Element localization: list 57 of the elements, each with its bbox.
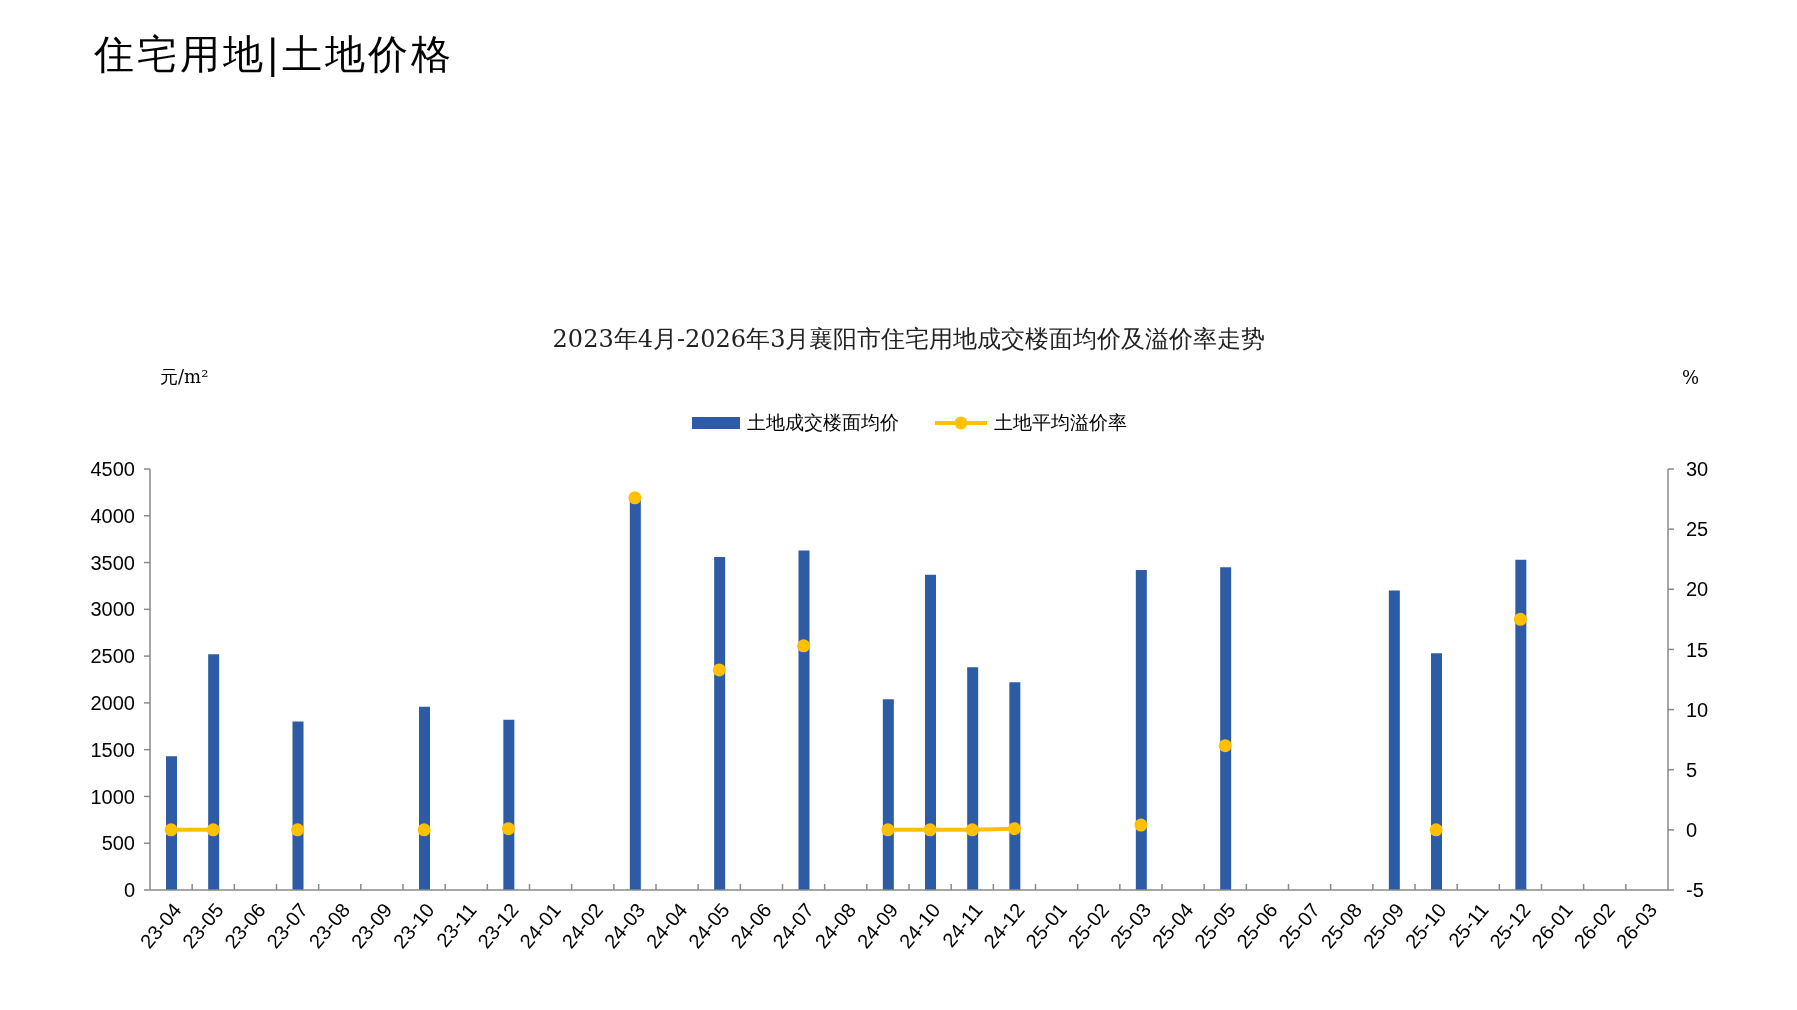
y-tick-label: 500 xyxy=(101,832,135,855)
point xyxy=(881,823,895,837)
point xyxy=(501,822,515,836)
y-tick-label: 1000 xyxy=(90,785,135,808)
bar xyxy=(1388,590,1400,890)
y-tick-label: 4500 xyxy=(90,458,135,481)
chart-title: 住宅用地|土地价格 xyxy=(94,30,455,78)
y2-tick-label: 5 xyxy=(1686,758,1698,781)
point xyxy=(712,663,726,677)
y2-tick-label: 10 xyxy=(1686,698,1709,721)
point xyxy=(923,823,937,837)
y-tick-label: 3500 xyxy=(90,551,135,574)
point xyxy=(206,823,220,837)
y2-tick-label: 15 xyxy=(1686,638,1709,661)
bar xyxy=(1135,570,1147,890)
y-tick-label: 2000 xyxy=(90,691,135,714)
point xyxy=(164,823,178,837)
bar xyxy=(714,556,726,890)
y-tick-label: 1500 xyxy=(90,738,135,761)
point xyxy=(291,823,305,837)
point xyxy=(1513,612,1527,626)
point xyxy=(417,823,431,837)
point xyxy=(1007,822,1021,836)
legend-label: 土地成交楼面均价 xyxy=(746,410,899,435)
point xyxy=(1218,739,1232,753)
bar xyxy=(292,721,304,890)
point xyxy=(797,639,811,653)
bar xyxy=(419,706,430,890)
point xyxy=(1134,818,1148,832)
y-axis-title: 元/m² xyxy=(160,366,209,388)
point xyxy=(1429,823,1443,837)
y2-tick-label: 25 xyxy=(1686,518,1709,541)
bar xyxy=(882,699,894,890)
y2-tick-label: 20 xyxy=(1686,578,1709,601)
y-tick-label: 0 xyxy=(123,879,135,902)
bar xyxy=(1009,682,1021,890)
bar xyxy=(1431,653,1442,890)
bar xyxy=(1515,559,1527,890)
y-tick-label: 3000 xyxy=(90,598,135,621)
y2-tick-label: 0 xyxy=(1686,818,1698,841)
y2-axis-title: % xyxy=(1682,367,1700,389)
bar xyxy=(503,719,515,890)
point xyxy=(965,823,979,837)
chart-subtitle: 2023年4月-2026年3月襄阳市住宅用地成交楼面均价及溢价率走势 xyxy=(551,324,1267,354)
bar xyxy=(1220,567,1232,890)
y-tick-label: 4000 xyxy=(90,504,135,527)
legend-label: 土地平均溢价率 xyxy=(993,410,1127,435)
bar xyxy=(166,756,177,890)
bar xyxy=(208,654,220,890)
bar xyxy=(967,667,979,890)
y2-tick-label: 30 xyxy=(1686,458,1709,481)
bar xyxy=(798,550,810,890)
point xyxy=(628,491,642,505)
y2-tick-label: -5 xyxy=(1686,879,1704,902)
bar xyxy=(629,498,641,890)
y-tick-label: 2500 xyxy=(90,645,135,668)
bar xyxy=(925,574,936,890)
